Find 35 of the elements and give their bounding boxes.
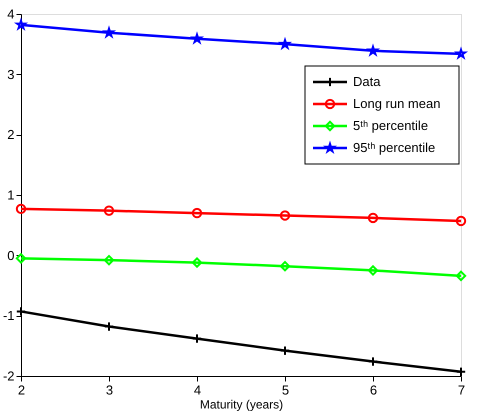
point [16,253,26,264]
point [368,265,378,276]
x-tick-label: 5 [282,382,290,398]
point [104,206,114,216]
point [280,210,290,221]
legend-label: 5ᵗʰ percentile [353,118,428,133]
point [192,257,202,268]
y-tick-label: 4 [7,6,14,22]
x-axis-title: Maturity (years) [200,398,284,412]
x-tick-label: 3 [106,382,114,398]
point [16,204,26,214]
y-tick-label: -2 [2,368,14,384]
x-tick-label: 6 [370,382,378,398]
x-tick-label: 4 [194,382,202,398]
y-tick-label: 0 [7,248,14,263]
point [456,270,466,282]
x-tick-label: 7 [458,382,466,398]
y-tick-label: 3 [7,66,14,82]
legend-label: Data [353,74,382,89]
y-tick-label: -1 [2,308,14,324]
point [16,306,26,317]
point [192,208,202,218]
y-tick-label: 2 [7,127,14,142]
point [280,345,290,356]
point [456,216,466,226]
legend-label: Long run mean [353,96,440,111]
legend-label: 95ᵗʰ percentile [353,140,436,155]
x-tick-label: 2 [18,382,26,398]
point [104,254,114,266]
point [368,212,378,224]
point [104,321,114,332]
point [368,356,378,367]
y-tick-label: 1 [7,188,14,202]
point [192,333,202,344]
point [280,261,290,272]
